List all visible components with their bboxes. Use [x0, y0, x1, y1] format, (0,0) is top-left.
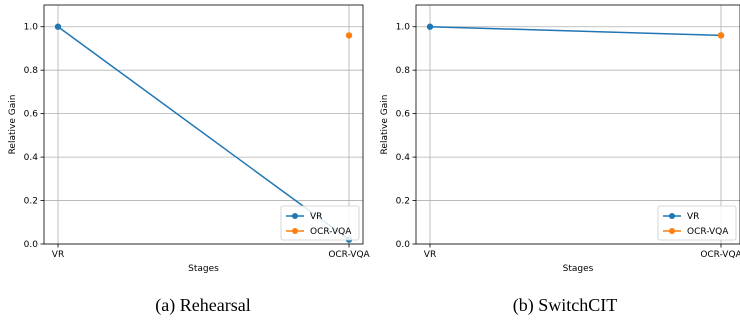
y-tick-label: 1.0 — [396, 23, 411, 33]
x-axis-label: Stages — [188, 264, 219, 274]
y-axis-label: Relative Gain — [8, 95, 18, 155]
legend-swatch-marker — [669, 228, 675, 234]
y-tick-label: 0.6 — [396, 110, 411, 120]
y-tick-label: 0.6 — [24, 110, 39, 120]
legend-swatch-marker — [292, 228, 298, 234]
x-tick-label: OCR-VQA — [700, 250, 740, 260]
subfigure-caption: (b) SwitchCIT — [513, 295, 617, 316]
chart-panel-2: 0.0 0.2 0.4 0.6 0.8 1.0 VR OCR-VQA Stages Relativ… — [380, 4, 740, 316]
data-point-ocr-vqa — [345, 32, 353, 39]
data-point-vr — [54, 23, 62, 30]
y-axis-label: Relative Gain — [380, 95, 390, 155]
y-tick-label: 0.2 — [396, 197, 410, 207]
y-tick-label: 1.0 — [24, 23, 39, 33]
y-tick-label: 0.4 — [24, 153, 39, 163]
plot-frame — [415, 4, 740, 245]
data-point-vr — [426, 23, 434, 30]
subfigure-caption: (a) Rehearsal — [155, 295, 250, 316]
legend-swatch-marker — [669, 213, 675, 219]
y-tick-label: 0.4 — [396, 153, 411, 163]
legend-label: VR — [687, 212, 699, 222]
y-tick-label: 0.8 — [24, 66, 39, 76]
plot-frame — [43, 4, 364, 245]
legend-label: VR — [310, 212, 322, 222]
x-axis-label: Stages — [563, 264, 594, 274]
series-line-vr — [429, 25, 722, 37]
x-tick-label: VR — [424, 250, 436, 260]
x-tick-label: VR — [52, 250, 64, 260]
legend-label: OCR-VQA — [310, 227, 352, 237]
series-line-vr — [57, 26, 350, 241]
chart-panel-1: 0.0 0.2 0.4 0.6 0.8 1.0 VR OCR-VQA Stages Relativ… — [8, 4, 371, 316]
y-tick-label: 0.8 — [396, 66, 411, 76]
legend-swatch-marker — [292, 213, 298, 219]
y-tick-label: 0.2 — [24, 197, 38, 207]
data-point-ocr-vqa — [717, 32, 725, 39]
y-tick-label: 0.0 — [24, 240, 39, 250]
y-tick-label: 0.0 — [396, 240, 411, 250]
legend-label: OCR-VQA — [687, 227, 729, 237]
x-tick-label: OCR-VQA — [328, 250, 370, 260]
